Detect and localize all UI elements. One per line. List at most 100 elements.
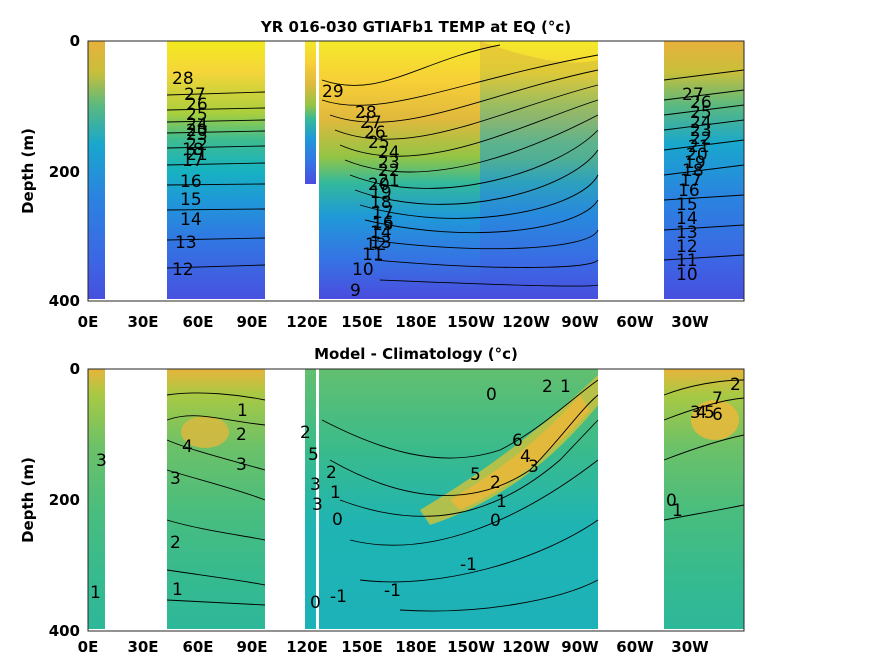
field-column-indian-ocean <box>167 369 265 629</box>
field-column-indian-ocean <box>167 41 265 299</box>
x-tick-label: 120W <box>502 313 550 331</box>
temperature-contours <box>166 44 744 287</box>
clabel: 12 <box>676 237 698 257</box>
contours-atlantic <box>663 69 744 261</box>
x-tick-label: 180E <box>395 638 437 656</box>
clabel: 28 <box>355 103 377 123</box>
clabel: 25 <box>690 103 712 123</box>
panel-1-x-axis: 0E 30E 60E 90E 120E 150E 180E 150W 120W … <box>78 313 710 331</box>
x-tick-label: 180E <box>395 313 437 331</box>
clabel: 24 <box>186 115 208 135</box>
panel-temperature: YR 016-030 GTIAFb1 TEMP at EQ (°c) 28 27… <box>19 18 745 331</box>
x-tick-label: 60E <box>182 313 213 331</box>
x-tick-label: 30W <box>671 313 709 331</box>
clabel: 4 <box>520 447 531 467</box>
x-tick-label: 60W <box>616 638 654 656</box>
contours-pacific <box>321 44 599 287</box>
clabel: 3 <box>236 455 247 475</box>
clabel: 5 <box>704 403 715 423</box>
clabel: 20 <box>686 145 708 165</box>
clabel: 0 <box>486 385 497 405</box>
clabel: 0 <box>332 510 343 530</box>
clabel: 1 <box>90 583 101 603</box>
clabel: 21 <box>688 137 710 157</box>
clabel: 3 <box>528 457 539 477</box>
clabel: 18 <box>370 193 392 213</box>
clabel: 14 <box>370 223 392 243</box>
x-tick-label: 90E <box>236 638 267 656</box>
clabel: 26 <box>364 123 386 143</box>
y-tick-label: 400 <box>49 292 80 310</box>
clabel: 5 <box>308 445 319 465</box>
contours-atlantic <box>663 379 744 521</box>
anomaly-contour-labels: 1 2 3 4 3 2 1 1 3 2 5 3 3 2 1 0 0 -1 -1 … <box>90 375 741 613</box>
field-warm-anomaly-core <box>450 395 590 510</box>
clabel: 6 <box>712 405 723 425</box>
clabel: 21 <box>378 171 400 191</box>
clabel: -1 <box>330 587 347 607</box>
clabel: 26 <box>186 95 208 115</box>
clabel: 19 <box>370 183 392 203</box>
clabel: 0 <box>310 593 321 613</box>
clabel: 13 <box>175 233 197 253</box>
clabel: 1 <box>330 483 341 503</box>
x-tick-label: 60W <box>616 313 654 331</box>
field-atlantic-warm-core <box>691 400 739 440</box>
clabel: 0 <box>490 511 501 531</box>
clabel: 2 <box>542 377 553 397</box>
clabel: 14 <box>676 209 698 229</box>
clabel: 18 <box>182 140 204 160</box>
x-tick-label: 120E <box>286 313 328 331</box>
clabel: 26 <box>690 93 712 113</box>
x-tick-label: 150W <box>447 313 495 331</box>
panel-2-frame <box>87 368 745 632</box>
y-tick-label: 0 <box>70 32 80 50</box>
field-column-west-africa <box>88 41 105 299</box>
clabel: 6 <box>512 431 523 451</box>
clabel: 2 <box>730 375 741 395</box>
field-column-west-africa <box>88 369 105 629</box>
clabel: 10 <box>676 265 698 285</box>
x-tick-label: 30E <box>127 313 158 331</box>
panel-anomaly: Model - Climatology (°c) 1 2 3 4 3 2 <box>19 345 745 656</box>
panel-2-x-axis: 0E 30E 60E 90E 120E 150E 180E 150W 120W … <box>78 638 710 656</box>
x-tick-label: 120E <box>286 638 328 656</box>
field-column-indonesia-1 <box>305 41 316 184</box>
clabel: 18 <box>682 161 704 181</box>
clabel: 27 <box>360 113 382 133</box>
clabel: 22 <box>690 129 712 149</box>
field-east-pacific-cooling <box>480 41 598 299</box>
clabel: 2 <box>170 533 181 553</box>
clabel: 1 <box>672 501 683 521</box>
x-tick-label: 30E <box>127 638 158 656</box>
clabel: 2 <box>326 463 337 483</box>
clabel: 9 <box>350 281 361 301</box>
x-tick-label: 150E <box>341 313 383 331</box>
clabel: 10 <box>352 260 374 280</box>
field-column-indonesia-2 <box>319 369 322 629</box>
clabel: 4 <box>182 437 193 457</box>
clabel: 15 <box>180 190 202 210</box>
clabel: 3 <box>312 495 323 515</box>
field-indian-warm-core <box>181 416 229 448</box>
x-tick-label: 0E <box>78 638 99 656</box>
clabel: 14 <box>180 210 202 230</box>
clabel: 3 <box>690 403 701 423</box>
clabel: 17 <box>372 203 394 223</box>
clabel: 13 <box>370 233 392 253</box>
clabel: 27 <box>682 85 704 105</box>
panel-1-frame <box>87 40 745 302</box>
clabel: 25 <box>368 133 390 153</box>
contours-indian <box>166 392 266 606</box>
clabel: 1 <box>560 377 571 397</box>
clabel: 13 <box>676 223 698 243</box>
y-tick-label: 0 <box>70 360 80 378</box>
x-tick-label: 30W <box>671 638 709 656</box>
clabel: 15 <box>372 215 394 235</box>
panel-2-title: Model - Climatology (°c) <box>314 345 518 363</box>
temperature-contour-labels: 28 27 26 25 24 23 22 21 20 18 17 16 15 1… <box>172 69 712 301</box>
clabel: 24 <box>690 113 712 133</box>
clabel: 16 <box>372 213 394 233</box>
x-tick-label: 150E <box>341 638 383 656</box>
contours-pacific <box>321 379 599 612</box>
